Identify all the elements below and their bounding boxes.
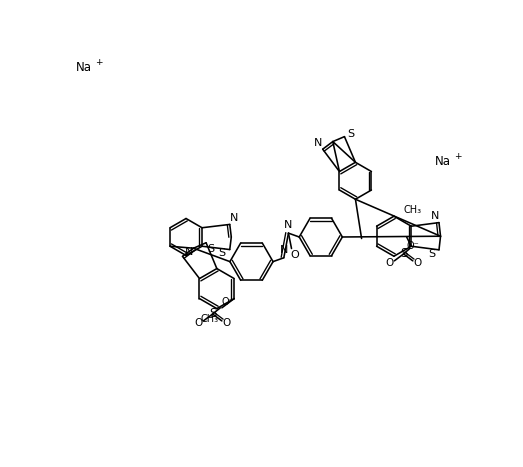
Text: N: N: [314, 138, 322, 148]
Text: CH₃: CH₃: [403, 205, 422, 215]
Text: N: N: [185, 247, 193, 257]
Text: O: O: [195, 318, 203, 328]
Text: O⁻: O⁻: [222, 297, 234, 307]
Text: S: S: [428, 249, 436, 259]
Text: +: +: [454, 152, 461, 161]
Text: +: +: [95, 58, 103, 67]
Text: S: S: [219, 248, 225, 258]
Text: S: S: [347, 129, 354, 139]
Text: O: O: [385, 258, 394, 268]
Text: O: O: [413, 258, 422, 268]
Text: Na: Na: [76, 61, 92, 74]
Text: S: S: [209, 307, 217, 320]
Text: N: N: [285, 220, 293, 230]
Text: Na: Na: [435, 155, 451, 168]
Text: O: O: [290, 250, 299, 260]
Text: N: N: [431, 211, 439, 221]
Text: N: N: [230, 213, 238, 223]
Text: S: S: [400, 248, 407, 261]
Text: O: O: [222, 318, 231, 328]
Text: S: S: [207, 244, 214, 254]
Text: O⁻: O⁻: [406, 241, 419, 251]
Text: N: N: [280, 245, 288, 255]
Text: CH₃: CH₃: [200, 314, 218, 324]
